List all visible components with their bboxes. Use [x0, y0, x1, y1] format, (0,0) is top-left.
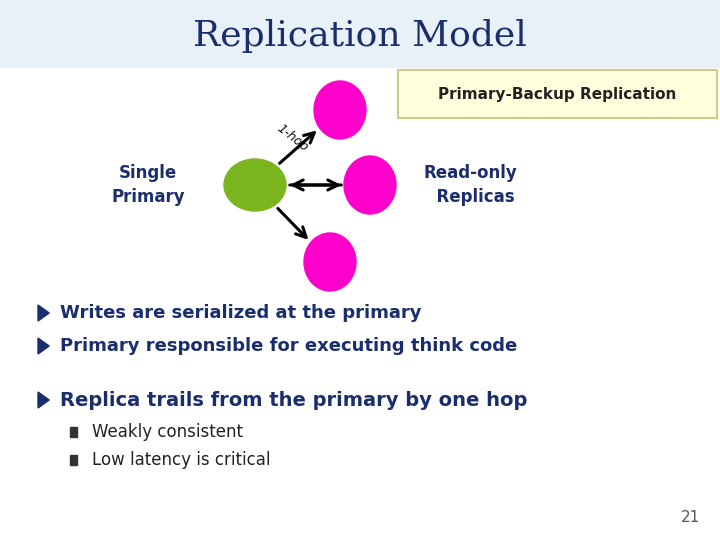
Polygon shape	[38, 392, 49, 408]
Ellipse shape	[344, 156, 396, 214]
FancyBboxPatch shape	[0, 0, 720, 68]
Text: Writes are serialized at the primary: Writes are serialized at the primary	[60, 304, 421, 322]
Text: 1-hop: 1-hop	[275, 122, 311, 154]
Ellipse shape	[224, 159, 286, 211]
Polygon shape	[70, 427, 77, 437]
Text: Replica trails from the primary by one hop: Replica trails from the primary by one h…	[60, 390, 527, 409]
Polygon shape	[38, 338, 49, 354]
Text: Low latency is critical: Low latency is critical	[92, 451, 271, 469]
Ellipse shape	[314, 81, 366, 139]
Text: Weakly consistent: Weakly consistent	[92, 423, 243, 441]
Text: Single
Primary: Single Primary	[111, 164, 185, 206]
Text: Primary responsible for executing think code: Primary responsible for executing think …	[60, 337, 517, 355]
Text: Replication Model: Replication Model	[193, 19, 527, 53]
Polygon shape	[70, 455, 77, 465]
Text: 21: 21	[680, 510, 700, 525]
Text: Read-only
  Replicas: Read-only Replicas	[423, 164, 517, 206]
FancyBboxPatch shape	[398, 70, 717, 118]
Text: Primary-Backup Replication: Primary-Backup Replication	[438, 86, 677, 102]
Ellipse shape	[304, 233, 356, 291]
Polygon shape	[38, 305, 49, 321]
